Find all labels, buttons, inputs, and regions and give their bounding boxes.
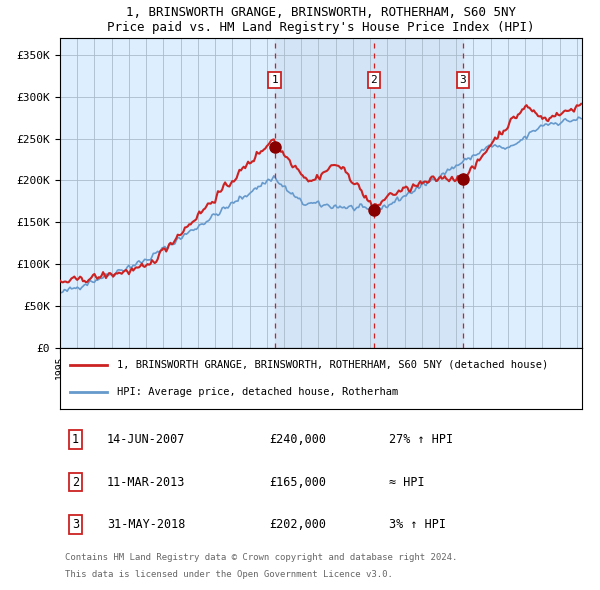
Text: 3: 3 [460, 75, 466, 85]
Text: 2: 2 [72, 476, 79, 489]
Text: Contains HM Land Registry data © Crown copyright and database right 2024.: Contains HM Land Registry data © Crown c… [65, 553, 458, 562]
Text: 1, BRINSWORTH GRANGE, BRINSWORTH, ROTHERHAM, S60 5NY (detached house): 1, BRINSWORTH GRANGE, BRINSWORTH, ROTHER… [118, 360, 548, 370]
Bar [275, 38, 463, 348]
Text: 11-MAR-2013: 11-MAR-2013 [107, 476, 185, 489]
Text: 3: 3 [72, 517, 79, 531]
Text: 1: 1 [271, 75, 278, 85]
Text: HPI: Average price, detached house, Rotherham: HPI: Average price, detached house, Roth… [118, 387, 398, 397]
Text: 14-JUN-2007: 14-JUN-2007 [107, 434, 185, 447]
Title: 1, BRINSWORTH GRANGE, BRINSWORTH, ROTHERHAM, S60 5NY
Price paid vs. HM Land Regi: 1, BRINSWORTH GRANGE, BRINSWORTH, ROTHER… [107, 6, 535, 34]
Text: £165,000: £165,000 [269, 476, 326, 489]
Text: 1: 1 [72, 434, 79, 447]
Text: 3% ↑ HPI: 3% ↑ HPI [389, 517, 446, 531]
Text: 2: 2 [370, 75, 377, 85]
Text: ≈ HPI: ≈ HPI [389, 476, 424, 489]
Text: £202,000: £202,000 [269, 517, 326, 531]
Text: 31-MAY-2018: 31-MAY-2018 [107, 517, 185, 531]
Text: 27% ↑ HPI: 27% ↑ HPI [389, 434, 453, 447]
Text: £240,000: £240,000 [269, 434, 326, 447]
Text: This data is licensed under the Open Government Licence v3.0.: This data is licensed under the Open Gov… [65, 571, 393, 579]
